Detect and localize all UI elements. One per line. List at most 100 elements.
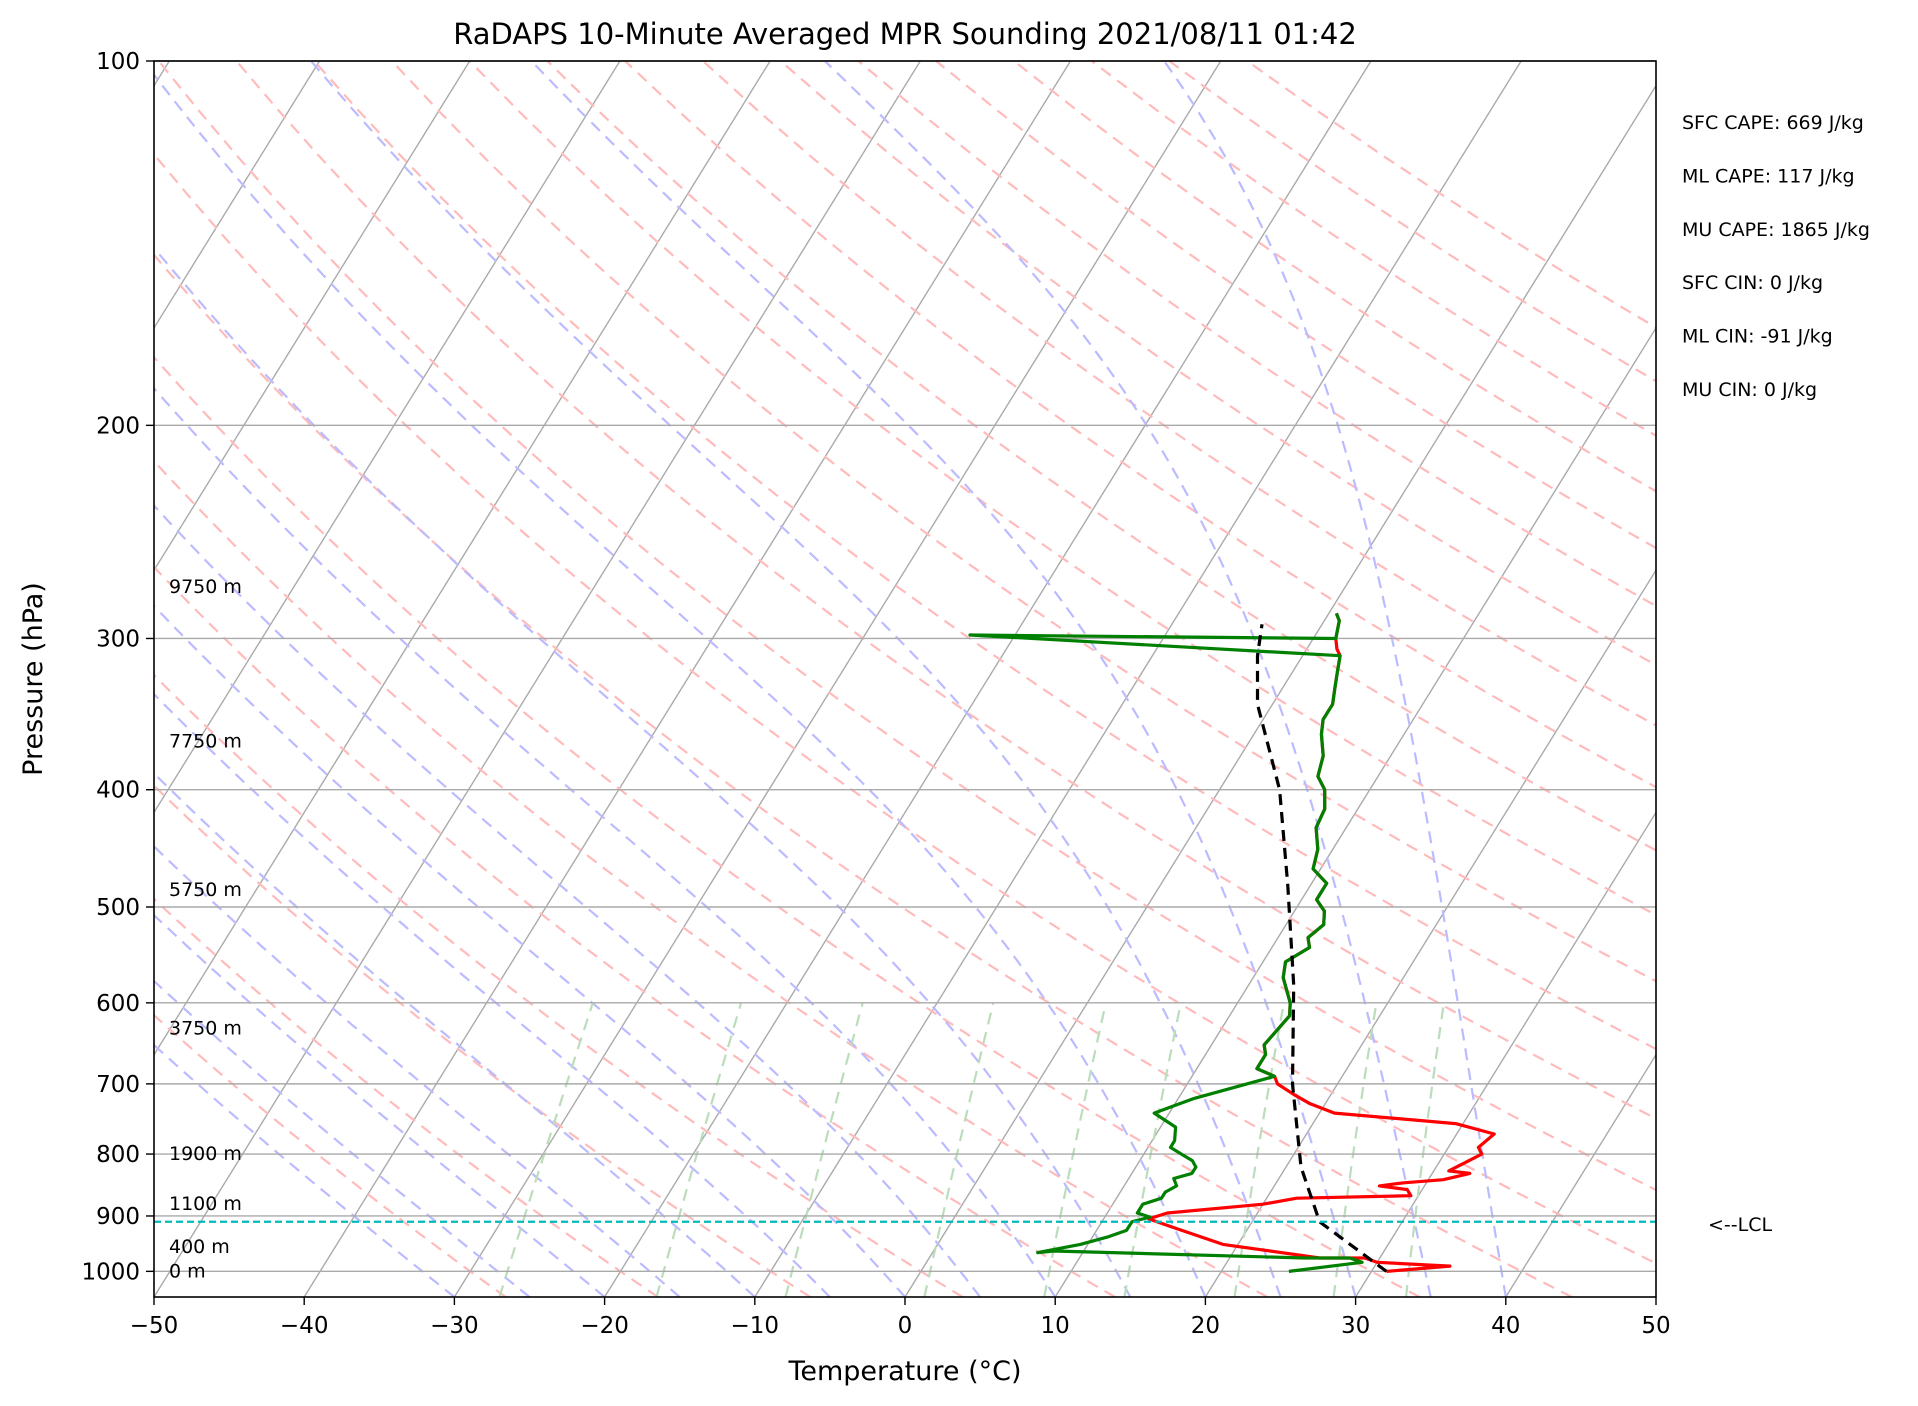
isotherm-line <box>1054 326 1656 1297</box>
moist-adiabat-line <box>530 61 1357 1297</box>
dry-adiabat-line <box>391 61 1656 983</box>
moist-adiabat-line <box>154 692 831 1297</box>
x-tick-label: −30 <box>430 1313 479 1339</box>
stability-index: ML CAPE: 117 J/kg <box>1682 165 1855 187</box>
moist-adiabat-line <box>824 61 1432 1297</box>
isotherm-line <box>904 84 1656 1297</box>
dry-adiabat-line <box>702 61 1656 727</box>
isotherm-line <box>453 61 1222 1297</box>
isotherm-line <box>154 61 771 1057</box>
moist-adiabat-line <box>1163 61 1507 1297</box>
dry-adiabat-line <box>1090 61 1656 437</box>
x-tick-label: 30 <box>1341 1313 1370 1339</box>
dry-adiabat-line <box>154 152 1656 1265</box>
y-tick-label: 400 <box>96 778 140 804</box>
dry-adiabat-line <box>313 61 1656 1051</box>
lcl-label: <--LCL <box>1708 1214 1772 1236</box>
dry-adiabat-line <box>154 355 1421 1297</box>
isotherm-line <box>1806 61 1918 1297</box>
mixing-ratio-line <box>655 1002 743 1297</box>
mixing-ratio-line <box>498 1002 594 1297</box>
dry-adiabat-line <box>1246 61 1656 329</box>
y-tick-label: 100 <box>96 49 140 75</box>
height-label: 1900 m <box>169 1143 242 1165</box>
x-tick-label: −20 <box>580 1313 629 1339</box>
y-tick-label: 600 <box>96 991 140 1017</box>
dry-adiabat-line <box>157 61 1656 1192</box>
x-tick-label: 10 <box>1041 1313 1070 1339</box>
x-tick-label: 40 <box>1491 1313 1520 1339</box>
moist-adiabat-line <box>154 504 981 1297</box>
y-tick-label: 700 <box>96 1072 140 1098</box>
height-label: 3750 m <box>169 1017 242 1039</box>
height-label: 9750 m <box>169 576 242 598</box>
dry-adiabat-line <box>154 784 811 1297</box>
dry-adiabat-line <box>1013 61 1656 493</box>
moist-adiabat-line <box>154 771 756 1297</box>
dewpoint-profile <box>968 612 1364 1273</box>
x-axis-ticks: −50 −40 −30 −20 −10 0 10 20 30 40 50 <box>130 1297 1671 1339</box>
isotherm-line <box>1505 1053 1656 1297</box>
height-label: 0 m <box>169 1260 206 1282</box>
dry-adiabat-line <box>154 897 659 1297</box>
dry-adiabat-line <box>154 459 1268 1297</box>
x-tick-label: −10 <box>731 1313 780 1339</box>
height-label: 400 m <box>169 1236 230 1258</box>
moist-adiabat-line <box>154 913 606 1297</box>
mixing-ratio-line <box>784 1002 864 1297</box>
stability-index: SFC CAPE: 669 J/kg <box>1682 112 1864 134</box>
mixing-ratio-line <box>1233 1002 1285 1297</box>
x-tick-label: 20 <box>1191 1313 1220 1339</box>
height-label: 1100 m <box>169 1193 242 1215</box>
y-tick-label: 300 <box>96 626 140 652</box>
dry-adiabat-line <box>468 61 1656 917</box>
dry-adiabat-line <box>1168 61 1656 383</box>
isotherm-line <box>154 61 471 572</box>
parcel-profile <box>1255 624 1388 1273</box>
isotherm-line <box>154 61 921 1297</box>
x-tick-label: −40 <box>280 1313 329 1339</box>
dry-adiabat-line <box>779 61 1656 667</box>
lcl-marker: <--LCL <box>154 1214 1772 1236</box>
dry-adiabat-line <box>235 61 1656 1120</box>
moist-adiabat-line <box>154 246 1132 1297</box>
moist-adiabat-line <box>154 386 1057 1297</box>
background-lines <box>0 61 1918 1297</box>
isotherm-line <box>1355 811 1656 1297</box>
chart-title: RaDAPS 10-Minute Averaged MPR Sounding 2… <box>453 17 1357 51</box>
stability-index: SFC CIN: 0 J/kg <box>1682 272 1823 294</box>
dry-adiabat-line <box>624 61 1656 789</box>
x-axis-label: Temperature (°C) <box>787 1356 1021 1387</box>
dry-adiabat-line <box>154 1013 507 1297</box>
y-axis-ticks: 100 200 300 400 500 600 700 800 900 1000 <box>81 49 154 1285</box>
isotherm-line <box>1655 1295 1656 1297</box>
mixing-ratio-line <box>923 1002 995 1297</box>
isotherm-line <box>1204 568 1656 1297</box>
height-label: 5750 m <box>169 879 242 901</box>
y-tick-label: 200 <box>96 413 140 439</box>
y-axis-label: Pressure (hPa) <box>18 582 49 776</box>
mixing-ratio-line <box>1332 1002 1378 1297</box>
moist-adiabat-line <box>154 72 1207 1297</box>
stability-index: MU CIN: 0 J/kg <box>1682 379 1817 401</box>
isotherm-line <box>0 61 19 1297</box>
x-tick-label: 0 <box>898 1313 913 1339</box>
y-tick-label: 800 <box>96 1142 140 1168</box>
stability-index: ML CIN: -91 J/kg <box>1682 326 1833 348</box>
moist-adiabat-line <box>154 844 681 1297</box>
y-tick-label: 1000 <box>81 1259 140 1285</box>
dry-adiabat-line <box>857 61 1656 608</box>
dry-adiabat-line <box>935 61 1656 550</box>
stability-index: MU CAPE: 1865 J/kg <box>1682 219 1870 241</box>
mixing-ratio-line <box>1043 1002 1107 1297</box>
y-tick-label: 500 <box>96 895 140 921</box>
moist-adiabat-line <box>310 61 1282 1297</box>
isotherm-line <box>154 61 321 330</box>
y-tick-label: 900 <box>96 1204 140 1230</box>
moist-adiabat-line <box>154 604 906 1297</box>
dry-adiabat-line <box>546 61 1656 852</box>
dry-adiabat-line <box>154 565 1116 1297</box>
x-tick-label: 50 <box>1641 1313 1670 1339</box>
